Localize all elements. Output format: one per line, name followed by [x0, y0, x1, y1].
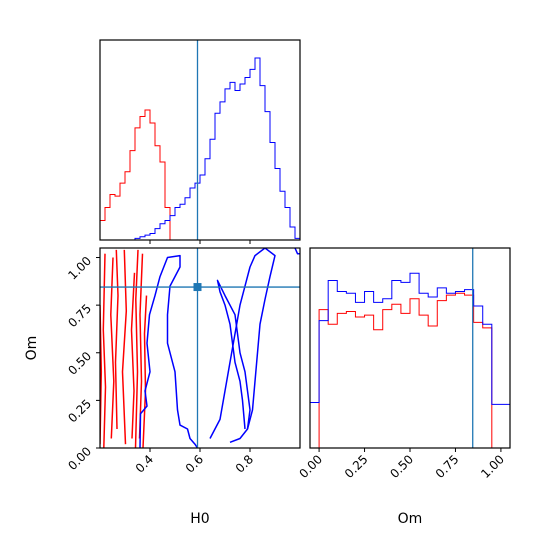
x-axis-label-om: Om: [398, 511, 423, 527]
contour-series-2-level-3: [209, 248, 276, 444]
h0-histograms: [100, 57, 300, 240]
h0-histogram-series-2: [100, 57, 300, 240]
contour-series-1-level-7: [134, 249, 139, 448]
contour-series-2-level-4: [294, 248, 300, 255]
om-histogram-series-2: [310, 272, 510, 448]
joint-truth-marker: [100, 248, 300, 448]
contour-series-1-level-5: [121, 249, 128, 445]
contour-series-1-level-8: [138, 253, 144, 439]
contour-series-1-level-4: [114, 249, 119, 430]
contour-series-2-level-2: [216, 279, 251, 430]
h0-histogram-series-1: [100, 109, 300, 240]
contour-series-1-level-6: [130, 272, 136, 439]
contour-series-1-level-9: [142, 295, 148, 448]
joint-truth-point: [193, 283, 202, 292]
om-histograms: [310, 272, 510, 448]
contour-series-1-level-2: [102, 253, 107, 448]
panel-h0-marginal: [99, 39, 301, 244]
x-axis-label-h0: H0: [190, 511, 209, 527]
h0-marginal-ticks: [149, 240, 251, 244]
contour-series-1-level-3: [110, 257, 115, 439]
contour-series-2-level-1: [139, 254, 199, 448]
y-axis-label-om: Om: [24, 336, 40, 361]
